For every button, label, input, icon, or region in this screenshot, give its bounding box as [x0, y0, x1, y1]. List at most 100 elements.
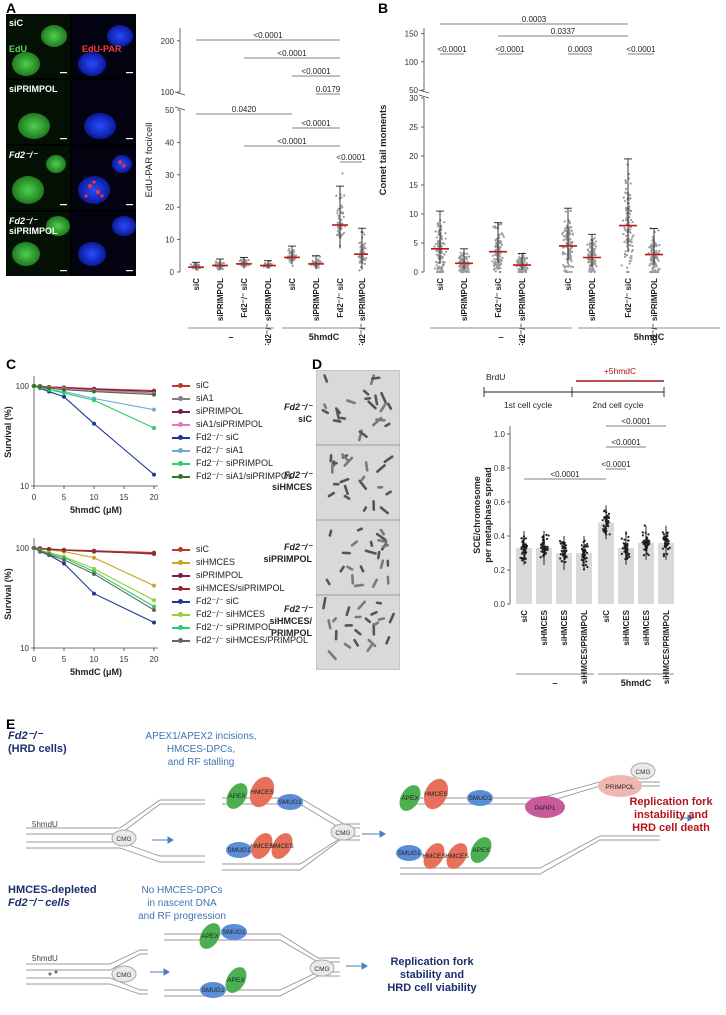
b-data-point: [651, 248, 654, 251]
chromosome: [379, 559, 385, 570]
b-data-point: [524, 265, 527, 268]
c-ytick-label: 10: [20, 644, 29, 653]
c-series-point: [152, 552, 156, 557]
c-xtick-label: 15: [120, 493, 129, 502]
c-series-point: [92, 389, 96, 394]
d-data-point: [620, 552, 624, 555]
b-data-point: [563, 266, 567, 269]
b-data-point: [651, 268, 654, 271]
chromosome: [345, 399, 356, 405]
b-ytick-label: 150: [405, 30, 419, 39]
e-bottom-fork-1: [26, 949, 148, 995]
a-data-point: [289, 261, 292, 264]
a-data-point: [340, 204, 343, 207]
d-data-point: [564, 544, 568, 547]
a-data-point: [340, 218, 343, 222]
chromosome: [380, 391, 387, 404]
e-smug1-5: SMUG1: [222, 929, 246, 936]
chart-c-bottom-axes: [33, 538, 158, 649]
e-5hmdu-bottom: 5hmdU: [32, 954, 58, 963]
legend-swatch: [172, 408, 190, 414]
c-series-point: [62, 561, 66, 566]
d-data-point: [607, 512, 611, 515]
c-series-point: [62, 557, 66, 562]
d-data-point: [585, 560, 588, 563]
chromosome: [367, 400, 377, 410]
d-data-point: [646, 538, 650, 542]
a-pvalue: <0.0001: [253, 31, 283, 40]
b-data-point: [438, 267, 441, 270]
b-data-point: [443, 242, 446, 245]
chromosome: [322, 403, 328, 410]
c-xtick-label: 0: [32, 655, 37, 664]
chromosome: [357, 600, 367, 610]
b-data-point: [594, 240, 598, 243]
chromosome: [372, 500, 376, 511]
b-data-point: [435, 236, 438, 239]
d-data-point: [608, 533, 611, 536]
b-data-point: [523, 258, 526, 261]
b-data-point: [658, 267, 661, 270]
b-data-point: [650, 256, 653, 260]
micrograph-label-fd2-siprimpol-l1: Fd2⁻/⁻: [9, 216, 38, 226]
a-ytick-label: 0: [170, 268, 175, 277]
c-xtick-label: 20: [150, 655, 159, 664]
a-xtick-label: siC: [288, 278, 297, 291]
chromosome: [344, 623, 354, 627]
a-data-point: [363, 262, 367, 265]
legend-swatch: [172, 637, 190, 643]
b-data-point: [439, 234, 443, 237]
d-data-point: [581, 548, 584, 551]
e-apex-2: APEX: [401, 795, 419, 802]
b-data-point: [652, 265, 655, 268]
chart-b-group-minus: –: [498, 332, 503, 342]
b-data-point: [498, 260, 501, 264]
e-cmg-2: CMG: [335, 830, 350, 837]
a-data-point: [245, 265, 248, 268]
b-data-point: [625, 266, 629, 269]
d-data-point: [661, 531, 664, 534]
b-data-point: [565, 257, 568, 261]
legend-marker: [178, 546, 183, 552]
b-data-point: [468, 255, 471, 258]
legend-entry: Fd2⁻/⁻ siHMCES: [172, 609, 265, 620]
b-data-point: [498, 233, 501, 236]
b-data-point: [629, 231, 632, 234]
d-xtick-label: siHMCES: [622, 609, 631, 645]
e-bottom-outcome-3: HRD cell viability: [387, 982, 477, 994]
e-apex-1: APEX: [228, 793, 246, 800]
chromosome: [366, 644, 373, 653]
a-data-point: [340, 196, 343, 199]
d-data-point: [565, 555, 568, 559]
b-data-point: [464, 264, 467, 267]
b-data-point: [628, 194, 632, 197]
b-data-point: [628, 262, 631, 265]
b-data-point: [493, 258, 496, 261]
b-data-point: [624, 182, 627, 185]
legend-swatch: [172, 546, 190, 552]
b-data-point: [593, 262, 596, 265]
b-data-point: [443, 253, 446, 256]
chromosome: [369, 540, 374, 547]
b-data-point: [525, 262, 528, 265]
chromosome: [334, 629, 338, 641]
e-cmg-4: CMG: [314, 966, 329, 973]
b-data-point: [467, 267, 470, 271]
chromosome: [343, 456, 354, 467]
b-data-point: [651, 236, 654, 239]
chromosome: [379, 402, 387, 413]
b-data-point: [655, 249, 658, 253]
b-data-point: [525, 256, 529, 260]
b-data-point: [570, 242, 573, 245]
d-bar: [658, 542, 674, 604]
b-data-point: [625, 239, 628, 242]
e-hmces-6: HMCES: [445, 853, 469, 860]
b-data-point: [629, 218, 633, 222]
chromosome: [375, 601, 383, 605]
micrograph-grid: siC EdU EdU-PAR siPRIMPOL Fd2⁻/⁻ Fd2⁻/⁻ …: [6, 14, 136, 276]
b-data-point: [565, 241, 568, 245]
a-data-point: [337, 225, 340, 228]
legend-marker: [178, 434, 183, 440]
b-ytick-label: 50: [409, 86, 418, 95]
a-data-point: [363, 259, 367, 262]
